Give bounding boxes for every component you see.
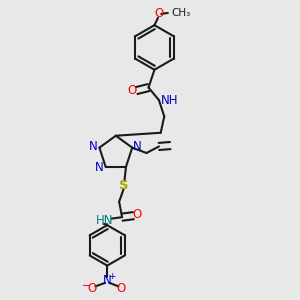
Text: O: O [154,8,164,20]
Text: O: O [132,208,142,221]
Text: O: O [87,282,96,295]
Text: N: N [95,161,104,174]
Text: +: + [108,272,115,281]
Text: N: N [103,274,112,287]
Text: −: − [82,281,91,291]
Text: NH: NH [161,94,178,106]
Text: O: O [128,84,137,97]
Text: O: O [117,282,126,295]
Text: HN: HN [96,214,114,226]
Text: N: N [88,140,97,153]
Text: S: S [119,179,128,192]
Text: N: N [133,140,142,153]
Text: CH₃: CH₃ [171,8,191,18]
